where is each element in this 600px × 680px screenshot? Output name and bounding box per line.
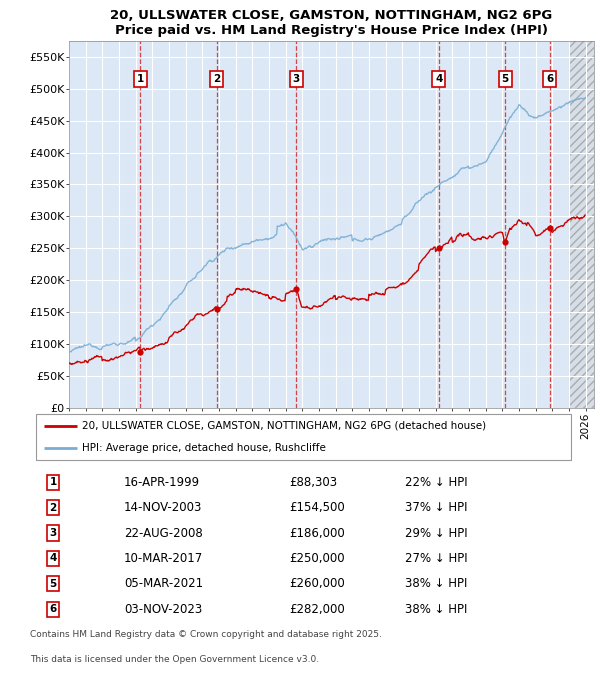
Text: 20, ULLSWATER CLOSE, GAMSTON, NOTTINGHAM, NG2 6PG (detached house): 20, ULLSWATER CLOSE, GAMSTON, NOTTINGHAM… (82, 421, 487, 430)
Text: £282,000: £282,000 (289, 602, 345, 615)
Bar (569, 41, 594, 408)
Text: 4: 4 (49, 554, 57, 564)
Text: 38% ↓ HPI: 38% ↓ HPI (406, 577, 468, 590)
Text: 1: 1 (137, 74, 144, 84)
Text: 38% ↓ HPI: 38% ↓ HPI (406, 602, 468, 615)
FancyBboxPatch shape (35, 414, 571, 460)
Text: 3: 3 (50, 528, 57, 538)
Text: 16-APR-1999: 16-APR-1999 (124, 476, 200, 489)
Text: 4: 4 (435, 74, 443, 84)
Text: 05-MAR-2021: 05-MAR-2021 (124, 577, 203, 590)
Text: 2: 2 (213, 74, 220, 84)
Text: 29% ↓ HPI: 29% ↓ HPI (406, 526, 468, 539)
Text: 5: 5 (502, 74, 509, 84)
Text: 27% ↓ HPI: 27% ↓ HPI (406, 552, 468, 565)
Text: 6: 6 (546, 74, 553, 84)
Text: 03-NOV-2023: 03-NOV-2023 (124, 602, 202, 615)
Text: 22-AUG-2008: 22-AUG-2008 (124, 526, 203, 539)
Text: 6: 6 (50, 604, 57, 614)
Text: 10-MAR-2017: 10-MAR-2017 (124, 552, 203, 565)
Text: 2: 2 (50, 503, 57, 513)
Text: HPI: Average price, detached house, Rushcliffe: HPI: Average price, detached house, Rush… (82, 443, 326, 453)
Text: 22% ↓ HPI: 22% ↓ HPI (406, 476, 468, 489)
Bar (569, 41, 594, 408)
Text: £260,000: £260,000 (289, 577, 345, 590)
Text: Contains HM Land Registry data © Crown copyright and database right 2025.: Contains HM Land Registry data © Crown c… (30, 630, 382, 639)
Text: £186,000: £186,000 (289, 526, 345, 539)
Text: 14-NOV-2003: 14-NOV-2003 (124, 501, 202, 514)
Text: £88,303: £88,303 (289, 476, 338, 489)
Text: £154,500: £154,500 (289, 501, 345, 514)
Text: This data is licensed under the Open Government Licence v3.0.: This data is licensed under the Open Gov… (30, 655, 319, 664)
Text: 37% ↓ HPI: 37% ↓ HPI (406, 501, 468, 514)
Text: 5: 5 (50, 579, 57, 589)
Text: 1: 1 (50, 477, 57, 488)
Text: £250,000: £250,000 (289, 552, 345, 565)
Text: 3: 3 (293, 74, 300, 84)
Title: 20, ULLSWATER CLOSE, GAMSTON, NOTTINGHAM, NG2 6PG
Price paid vs. HM Land Registr: 20, ULLSWATER CLOSE, GAMSTON, NOTTINGHAM… (110, 9, 553, 37)
